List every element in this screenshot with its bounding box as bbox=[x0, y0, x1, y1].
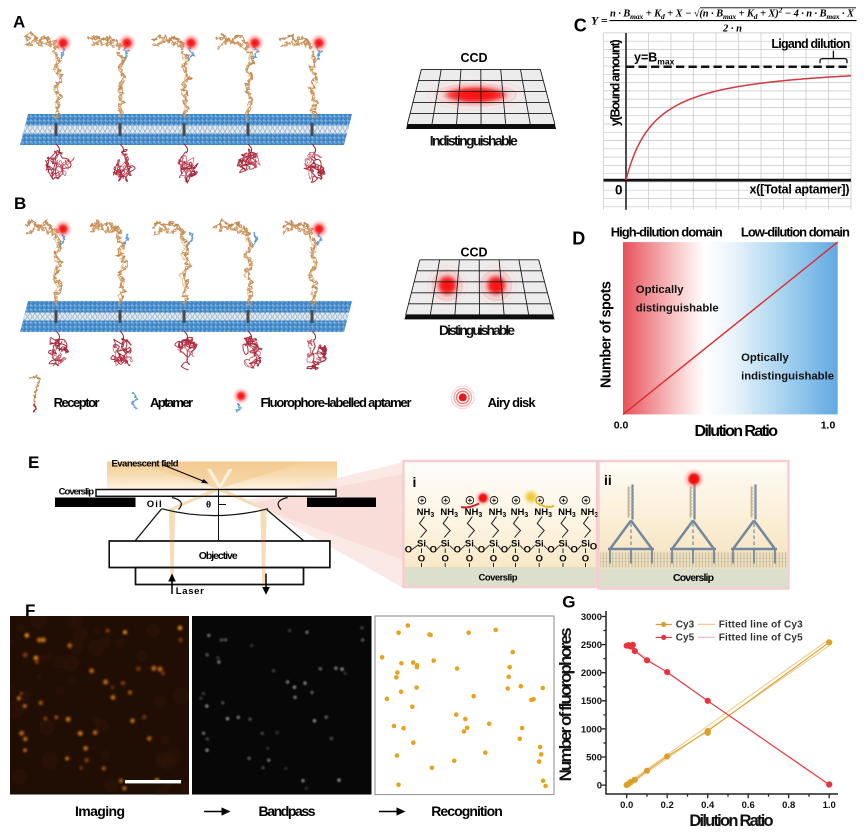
svg-text:ii: ii bbox=[604, 472, 612, 488]
svg-text:Ligand dilution: Ligand dilution bbox=[771, 37, 850, 51]
svg-text:0.2: 0.2 bbox=[661, 800, 674, 811]
svg-text:0: 0 bbox=[615, 183, 623, 198]
svg-text:E: E bbox=[28, 453, 39, 472]
svg-text:CCD: CCD bbox=[460, 246, 487, 260]
svg-text:NH3: NH3 bbox=[581, 507, 599, 519]
svg-text:O: O bbox=[512, 554, 519, 565]
svg-text:Low-dilution domain: Low-dilution domain bbox=[741, 225, 850, 240]
svg-text:D: D bbox=[572, 229, 585, 249]
svg-text:Aptamer: Aptamer bbox=[150, 395, 193, 410]
svg-text:Objective: Objective bbox=[199, 550, 238, 562]
svg-text:NH3: NH3 bbox=[489, 507, 507, 519]
svg-text:1.0: 1.0 bbox=[821, 419, 836, 431]
svg-text:NH3: NH3 bbox=[511, 507, 529, 519]
svg-text:Fitted line of Cy3: Fitted line of Cy3 bbox=[719, 619, 803, 630]
svg-text:n · Bmax + Kd + X − √(n · Bmax: n · Bmax + Kd + X − √(n · Bmax + Kd + X)… bbox=[610, 6, 855, 22]
svg-text:2000: 2000 bbox=[581, 668, 602, 679]
svg-text:Cy3: Cy3 bbox=[676, 619, 695, 630]
svg-text:Si: Si bbox=[489, 539, 498, 550]
svg-text:O: O bbox=[547, 545, 554, 556]
svg-text:NH3: NH3 bbox=[465, 507, 483, 519]
svg-text:O: O bbox=[466, 554, 473, 565]
svg-text:0.0: 0.0 bbox=[614, 419, 629, 431]
svg-text:Optically: Optically bbox=[741, 352, 789, 364]
svg-text:Coverslip: Coverslip bbox=[673, 572, 714, 584]
svg-text:B: B bbox=[14, 194, 26, 213]
svg-text:2500: 2500 bbox=[581, 640, 602, 651]
svg-text:Oil: Oil bbox=[147, 499, 162, 510]
svg-text:NH3: NH3 bbox=[440, 507, 458, 519]
svg-text:A: A bbox=[13, 13, 25, 32]
svg-text:F: F bbox=[25, 601, 35, 620]
svg-text:Optically: Optically bbox=[636, 284, 684, 296]
svg-text:NH3: NH3 bbox=[534, 507, 552, 519]
svg-text:O: O bbox=[590, 542, 597, 553]
svg-text:Si: Si bbox=[535, 539, 544, 550]
svg-text:Dilution Ratio: Dilution Ratio bbox=[695, 423, 779, 440]
svg-text:Receptor: Receptor bbox=[54, 395, 100, 410]
svg-text:Si: Si bbox=[417, 539, 426, 550]
svg-text:Si: Si bbox=[465, 539, 474, 550]
svg-text:i: i bbox=[413, 474, 417, 490]
svg-text:O: O bbox=[501, 545, 508, 556]
svg-text:Airy disk: Airy disk bbox=[488, 395, 537, 410]
svg-text:Fluorophore-labelled aptamer: Fluorophore-labelled aptamer bbox=[261, 395, 412, 410]
svg-text:Fitted line of Cy5: Fitted line of Cy5 bbox=[719, 632, 803, 643]
svg-text:0.8: 0.8 bbox=[782, 800, 795, 811]
svg-text:3000: 3000 bbox=[581, 612, 602, 623]
svg-text:y(Bound amount): y(Bound amount) bbox=[609, 39, 623, 126]
svg-text:O: O bbox=[405, 545, 412, 556]
svg-text:1000: 1000 bbox=[581, 724, 602, 735]
svg-text:Cy5: Cy5 bbox=[676, 632, 695, 643]
svg-text:NH3: NH3 bbox=[558, 507, 576, 519]
svg-text:distinguishable: distinguishable bbox=[636, 303, 719, 315]
svg-text:NH3: NH3 bbox=[417, 507, 435, 519]
svg-text:CCD: CCD bbox=[460, 51, 487, 65]
svg-text:Bandpass: Bandpass bbox=[259, 803, 316, 819]
svg-text:G: G bbox=[562, 593, 575, 612]
svg-text:Recognition: Recognition bbox=[431, 803, 503, 819]
svg-text:O: O bbox=[571, 545, 578, 556]
svg-text:indistinguishable: indistinguishable bbox=[741, 370, 834, 382]
svg-text:Si: Si bbox=[441, 539, 450, 550]
svg-text:Indistinguishable: Indistinguishable bbox=[430, 133, 518, 149]
svg-text:Dilution Ratio: Dilution Ratio bbox=[689, 812, 773, 830]
svg-text:0.6: 0.6 bbox=[742, 800, 755, 811]
svg-text:O: O bbox=[442, 554, 449, 565]
svg-text:O: O bbox=[524, 545, 531, 556]
svg-text:O: O bbox=[430, 545, 437, 556]
svg-text:Laser: Laser bbox=[176, 586, 204, 597]
svg-text:Y =: Y = bbox=[591, 14, 608, 28]
svg-text:O: O bbox=[418, 554, 425, 565]
svg-text:Si: Si bbox=[581, 539, 590, 550]
svg-text:Si: Si bbox=[559, 539, 568, 550]
svg-text:Number of fluorophores: Number of fluorophores bbox=[556, 627, 575, 781]
svg-text:0: 0 bbox=[597, 781, 602, 792]
svg-text:O: O bbox=[536, 554, 543, 565]
svg-text:Number of spots: Number of spots bbox=[599, 281, 615, 388]
svg-text:Coverslip: Coverslip bbox=[479, 573, 518, 584]
svg-text:1500: 1500 bbox=[581, 696, 602, 707]
svg-text:Distinguishable: Distinguishable bbox=[439, 322, 515, 338]
svg-text:O: O bbox=[478, 545, 485, 556]
svg-text:O: O bbox=[454, 545, 461, 556]
svg-text:500: 500 bbox=[586, 752, 602, 763]
svg-text:O: O bbox=[582, 554, 589, 565]
svg-text:High-dilution domain: High-dilution domain bbox=[611, 225, 723, 240]
svg-text:1.0: 1.0 bbox=[823, 800, 836, 811]
svg-text:O: O bbox=[490, 554, 497, 565]
svg-text:Si: Si bbox=[511, 539, 520, 550]
svg-text:Evanescent field: Evanescent field bbox=[112, 459, 179, 470]
svg-text:Coverslip: Coverslip bbox=[59, 487, 95, 498]
svg-text:Imaging: Imaging bbox=[75, 803, 125, 819]
svg-text:0.4: 0.4 bbox=[701, 800, 715, 811]
svg-text:O: O bbox=[559, 554, 566, 565]
svg-text:x([Total aptamer]): x([Total aptamer]) bbox=[750, 183, 850, 197]
svg-text:0.0: 0.0 bbox=[620, 800, 633, 811]
svg-text:C: C bbox=[574, 16, 587, 36]
svg-text:2 · n: 2 · n bbox=[722, 24, 742, 35]
svg-text:θ: θ bbox=[206, 500, 211, 511]
